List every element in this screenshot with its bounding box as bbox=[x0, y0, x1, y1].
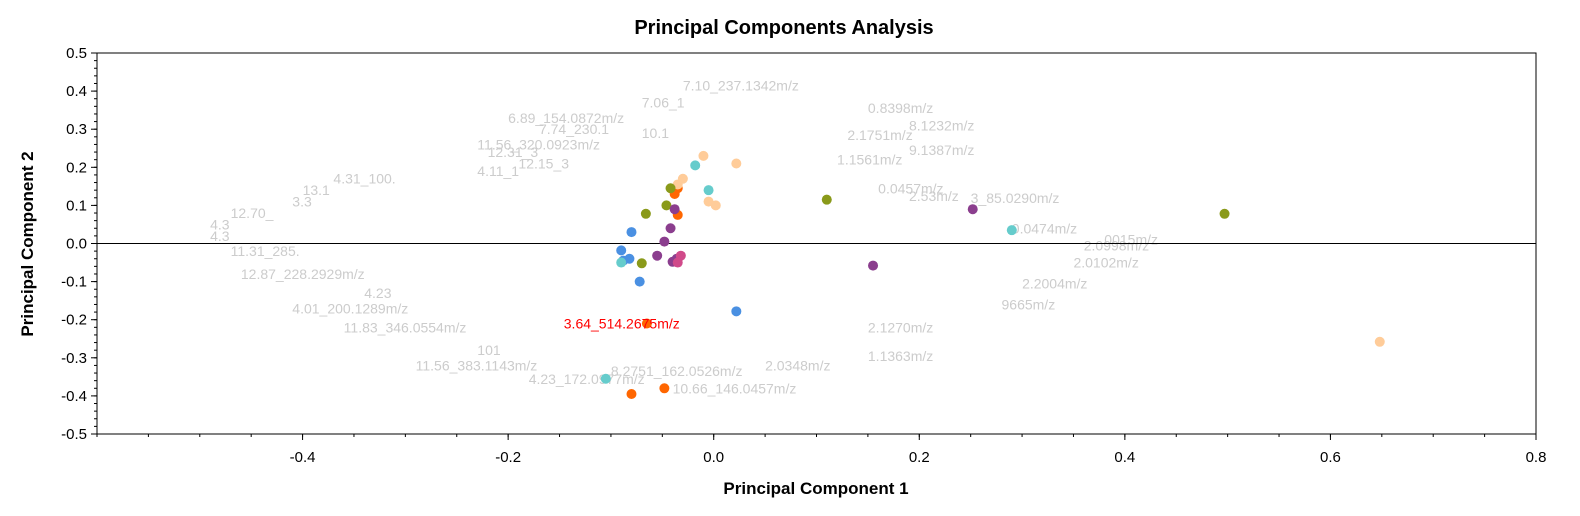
loading-label: 3_85.0290m/z bbox=[971, 190, 1060, 206]
y-tick-label: 0.4 bbox=[66, 83, 87, 100]
loading-label: 4.11_1 bbox=[477, 163, 519, 179]
loading-label: 11.56_383.1143m/z bbox=[416, 357, 538, 373]
loading-label: 2.0998m/z bbox=[1084, 237, 1149, 253]
score-point bbox=[665, 223, 676, 234]
loading-label: 12.31_3 bbox=[488, 144, 539, 160]
loading-label: 8.2751_162.0526m/z bbox=[611, 363, 743, 379]
loading-label: 1.1363m/z bbox=[868, 348, 933, 364]
score-point bbox=[634, 276, 645, 287]
score-point bbox=[821, 194, 832, 205]
loading-label: 3.3 bbox=[292, 194, 312, 210]
loading-label: 4.31_100. bbox=[333, 171, 395, 187]
loading-label: 12.15_3 bbox=[518, 155, 569, 171]
x-tick-label: 0.4 bbox=[1114, 449, 1135, 466]
score-point bbox=[665, 183, 676, 194]
score-point bbox=[703, 185, 714, 196]
y-tick-label: 0.2 bbox=[66, 159, 87, 176]
x-axis-label: Principal Component 1 bbox=[723, 479, 908, 498]
loading-label: 0.0474m/z bbox=[1012, 220, 1077, 236]
y-tick-label: 0.0 bbox=[66, 236, 87, 253]
loading-label: 4.23 bbox=[364, 285, 391, 301]
loading-label: 13.1 bbox=[303, 182, 330, 198]
loading-label: 9.1387m/z bbox=[909, 142, 974, 158]
loading-label: 1.1561m/z bbox=[837, 152, 902, 168]
axis-ticks: -0.4 -0.2 0.0 0.2 0.4 0.6 0.8 0.5 0.4 0.3 0.2 0.1 0.… bbox=[61, 45, 1546, 466]
y-tick-label: -0.5 bbox=[61, 426, 87, 443]
score-point bbox=[1219, 208, 1230, 219]
loading-label: 11.56_320.0923m/z bbox=[477, 136, 600, 152]
loading-label: 101 bbox=[477, 342, 501, 358]
loading-label: 11.31_285. bbox=[231, 243, 300, 259]
loading-label: 4.23_172.0977m/z bbox=[529, 371, 645, 387]
x-tick-label: 0.6 bbox=[1320, 449, 1341, 466]
highlighted-label: 3.64_514.2675m/z bbox=[564, 316, 680, 332]
chart-title: Principal Components Analysis bbox=[634, 17, 933, 39]
y-tick-label: -0.1 bbox=[61, 274, 87, 291]
loading-label: 2.53m/z bbox=[909, 188, 959, 204]
y-tick-label: -0.4 bbox=[61, 388, 87, 405]
score-point bbox=[690, 160, 701, 171]
score-point bbox=[967, 204, 978, 215]
x-tick-label: 0.0 bbox=[703, 449, 724, 466]
loading-label: 4.01_200.1289m/z bbox=[292, 300, 408, 316]
score-point bbox=[626, 388, 637, 399]
loading-label: 9665m/z bbox=[1002, 296, 1056, 312]
score-point bbox=[1006, 225, 1017, 236]
loading-label: 0.0457m/z bbox=[878, 180, 943, 196]
loading-label: 12.87_228.2929m/z bbox=[241, 266, 365, 282]
y-tick-label: 0.3 bbox=[66, 121, 87, 138]
loading-label: 8.1232m/z bbox=[909, 117, 974, 133]
score-point bbox=[659, 236, 670, 247]
score-point bbox=[731, 158, 742, 169]
score-point bbox=[626, 227, 637, 238]
score-point bbox=[616, 257, 627, 268]
x-tick-label: 0.8 bbox=[1526, 449, 1547, 466]
score-point bbox=[641, 318, 652, 329]
loading-label: 12.70_ bbox=[231, 205, 274, 221]
loading-label: 0.8398m/z bbox=[868, 100, 933, 116]
score-point bbox=[659, 383, 670, 394]
score-point bbox=[698, 150, 709, 161]
loading-label: 6.89_154.0872m/z bbox=[508, 110, 624, 126]
score-points bbox=[600, 150, 1385, 399]
score-point bbox=[868, 260, 879, 271]
score-point bbox=[652, 250, 663, 261]
loading-labels: 7.10_237.1342m/z 6.89_154.0872m/z 7.06_1 7.… bbox=[210, 77, 1158, 396]
loading-label: 7.74_230.1 bbox=[539, 121, 609, 137]
y-tick-label: -0.2 bbox=[61, 312, 87, 329]
loading-label: 2.0348m/z bbox=[765, 357, 830, 373]
x-tick-label: 0.2 bbox=[909, 449, 930, 466]
score-point bbox=[616, 245, 627, 256]
x-tick-label: -0.4 bbox=[290, 449, 316, 466]
loading-label: 2.1751m/z bbox=[847, 127, 912, 143]
score-point bbox=[636, 258, 647, 269]
y-tick-label: 0.1 bbox=[66, 197, 87, 214]
score-point bbox=[661, 200, 672, 211]
loading-label: 4.3 bbox=[210, 216, 230, 232]
loading-label: 7.10_237.1342m/z bbox=[683, 77, 799, 93]
loading-label: 2.0102m/z bbox=[1073, 255, 1138, 271]
score-point bbox=[672, 257, 683, 268]
score-point bbox=[731, 306, 742, 317]
loading-label: 10.1 bbox=[642, 125, 669, 141]
y-axis-label: Principal Component 2 bbox=[18, 151, 37, 336]
x-tick-label: -0.2 bbox=[495, 449, 521, 466]
score-point bbox=[669, 204, 680, 215]
loading-label: 7.06_1 bbox=[642, 95, 685, 111]
score-point bbox=[640, 208, 651, 219]
loading-label: 4.3 bbox=[210, 228, 230, 244]
loading-label: 11.83_346.0554m/z bbox=[344, 319, 467, 335]
score-point bbox=[1374, 336, 1385, 347]
loading-label: 2.2004m/z bbox=[1022, 276, 1087, 292]
y-tick-label: 0.5 bbox=[66, 45, 87, 62]
loading-label: 2.1270m/z bbox=[868, 319, 933, 335]
score-point bbox=[710, 200, 721, 211]
score-point bbox=[600, 373, 611, 384]
loading-label: 10.66_146.0457m/z bbox=[673, 380, 797, 396]
y-tick-label: -0.3 bbox=[61, 350, 87, 367]
